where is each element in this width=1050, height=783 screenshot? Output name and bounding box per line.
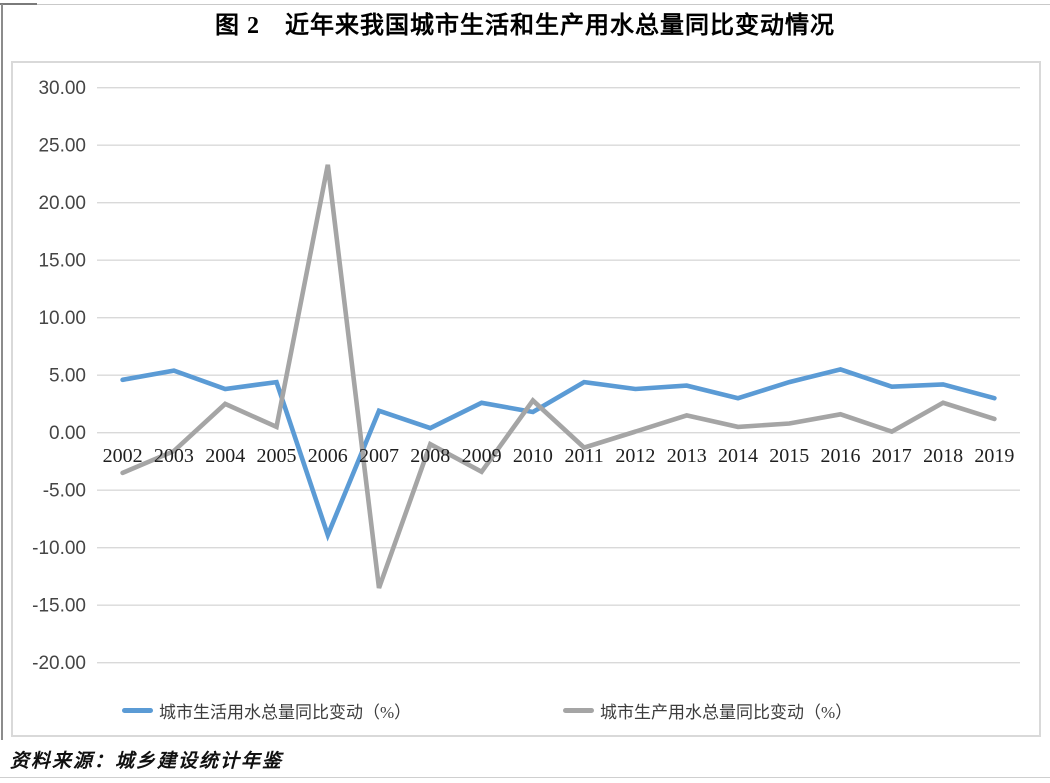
y-tick-label: -20.00 [32,653,86,674]
x-tick-label: 2010 [513,445,553,467]
series-line-1 [120,164,997,589]
y-tick-label: 15.00 [38,251,86,272]
y-tick-label: -5.00 [43,481,86,502]
x-tick-label: 2017 [872,445,912,467]
x-tick-label: 2004 [205,445,245,467]
x-tick-label: 2006 [308,445,348,467]
x-tick-label: 2018 [923,445,963,467]
series-line-0 [120,367,997,542]
x-tick-label: 2003 [154,445,194,467]
top-left-border-stub [0,3,37,5]
bottom-border-line [0,777,1050,778]
y-tick-label: 20.00 [38,193,86,214]
y-tick-label: 25.00 [38,136,86,157]
y-tick-label: -15.00 [32,596,86,617]
y-tick-label: 0.00 [49,423,86,444]
x-tick-label: 2016 [821,445,861,467]
legend-label-production: 城市生产用水总量同比变动（%） [600,702,853,722]
legend-item-production-water: 城市生产用水总量同比变动（%） [563,698,852,722]
legend-item-domestic-water: 城市生活用水总量同比变动（%） [122,698,411,722]
x-tick-label: 2005 [256,445,296,467]
figure-title: 图 2 近年来我国城市生活和生产用水总量同比变动情况 [215,13,835,39]
y-tick-label: 10.00 [38,308,86,329]
legend-swatch-domestic-icon [122,707,153,713]
legend-swatch-production-icon [563,707,594,713]
gridlines [97,87,1020,664]
y-tick-label: 5.00 [49,366,86,387]
left-border-line [1,4,3,740]
top-border-line [0,4,1050,5]
x-tick-label: 2011 [565,445,604,467]
source-note: 资料来源：城乡建设统计年鉴 [10,751,284,772]
x-axis-labels: 2002 2003 2004 2005 2006 2007 2008 2009 2010 2011… [103,445,1015,467]
x-tick-label: 2002 [103,445,143,467]
x-tick-label: 2013 [667,445,707,467]
legend-label-domestic: 城市生活用水总量同比变动（%） [159,702,412,722]
chart-frame [11,61,1041,737]
y-tick-label: -10.00 [32,538,86,559]
x-tick-label: 2008 [410,445,450,467]
x-tick-label: 2014 [718,445,758,467]
x-tick-label: 2015 [769,445,809,467]
y-axis-labels: 30.00 25.00 20.00 15.00 10.00 5.00 0.00 -5.00 -1… [32,78,86,674]
y-tick-label: 30.00 [38,78,86,99]
x-tick-label: 2009 [462,445,502,467]
series-lines [120,164,997,589]
x-tick-label: 2012 [615,445,655,467]
x-tick-label: 2007 [359,445,399,467]
x-tick-label: 2019 [974,445,1014,467]
